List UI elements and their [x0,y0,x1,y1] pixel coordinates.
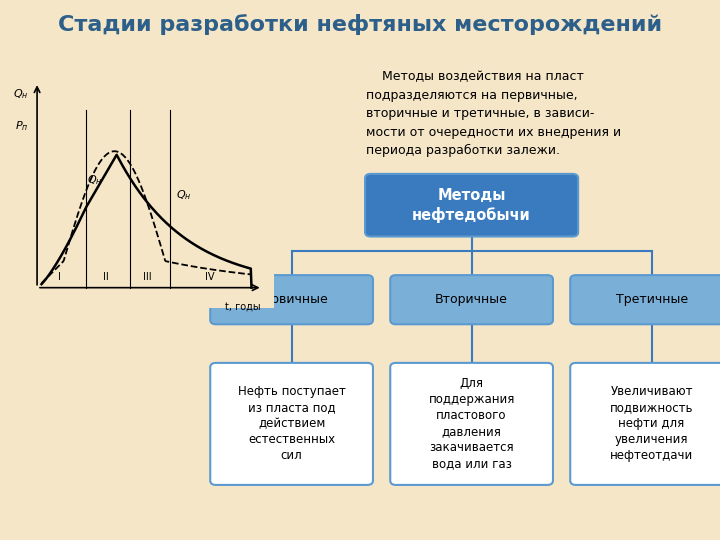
Text: Методы воздействия на пласт
подразделяются на первичные,
вторичные и третичные, : Методы воздействия на пласт подразделяют… [366,70,621,157]
FancyBboxPatch shape [365,174,578,237]
Text: $Q_н$: $Q_н$ [13,87,28,102]
Text: t, годы: t, годы [225,302,261,312]
FancyBboxPatch shape [570,275,720,324]
FancyBboxPatch shape [210,275,373,324]
Text: Увеличивают
подвижность
нефти для
увеличения
нефтеотдачи: Увеличивают подвижность нефти для увелич… [610,386,693,462]
FancyBboxPatch shape [390,363,553,485]
Text: Нефть поступает
из пласта под
действием
естественных
сил: Нефть поступает из пласта под действием … [238,386,346,462]
Text: $Q_н$: $Q_н$ [176,188,192,202]
Text: $Q_н$: $Q_н$ [87,173,102,187]
FancyBboxPatch shape [570,363,720,485]
Text: Для
поддержания
пластового
давления
закачивается
вода или газ: Для поддержания пластового давления зака… [428,377,515,470]
Text: Методы
нефтедобычи: Методы нефтедобычи [413,188,531,222]
FancyBboxPatch shape [390,275,553,324]
Text: $P_п$: $P_п$ [14,120,28,133]
Text: Стадии разработки нефтяных месторождений: Стадии разработки нефтяных месторождений [58,14,662,35]
Text: Вторичные: Вторичные [435,293,508,306]
Text: IV: IV [204,272,215,282]
FancyBboxPatch shape [210,363,373,485]
Text: II: II [103,272,109,282]
Text: III: III [143,272,152,282]
Text: Третичные: Третичные [616,293,688,306]
Text: I: I [58,272,60,282]
Text: Первичные: Первичные [255,293,328,306]
